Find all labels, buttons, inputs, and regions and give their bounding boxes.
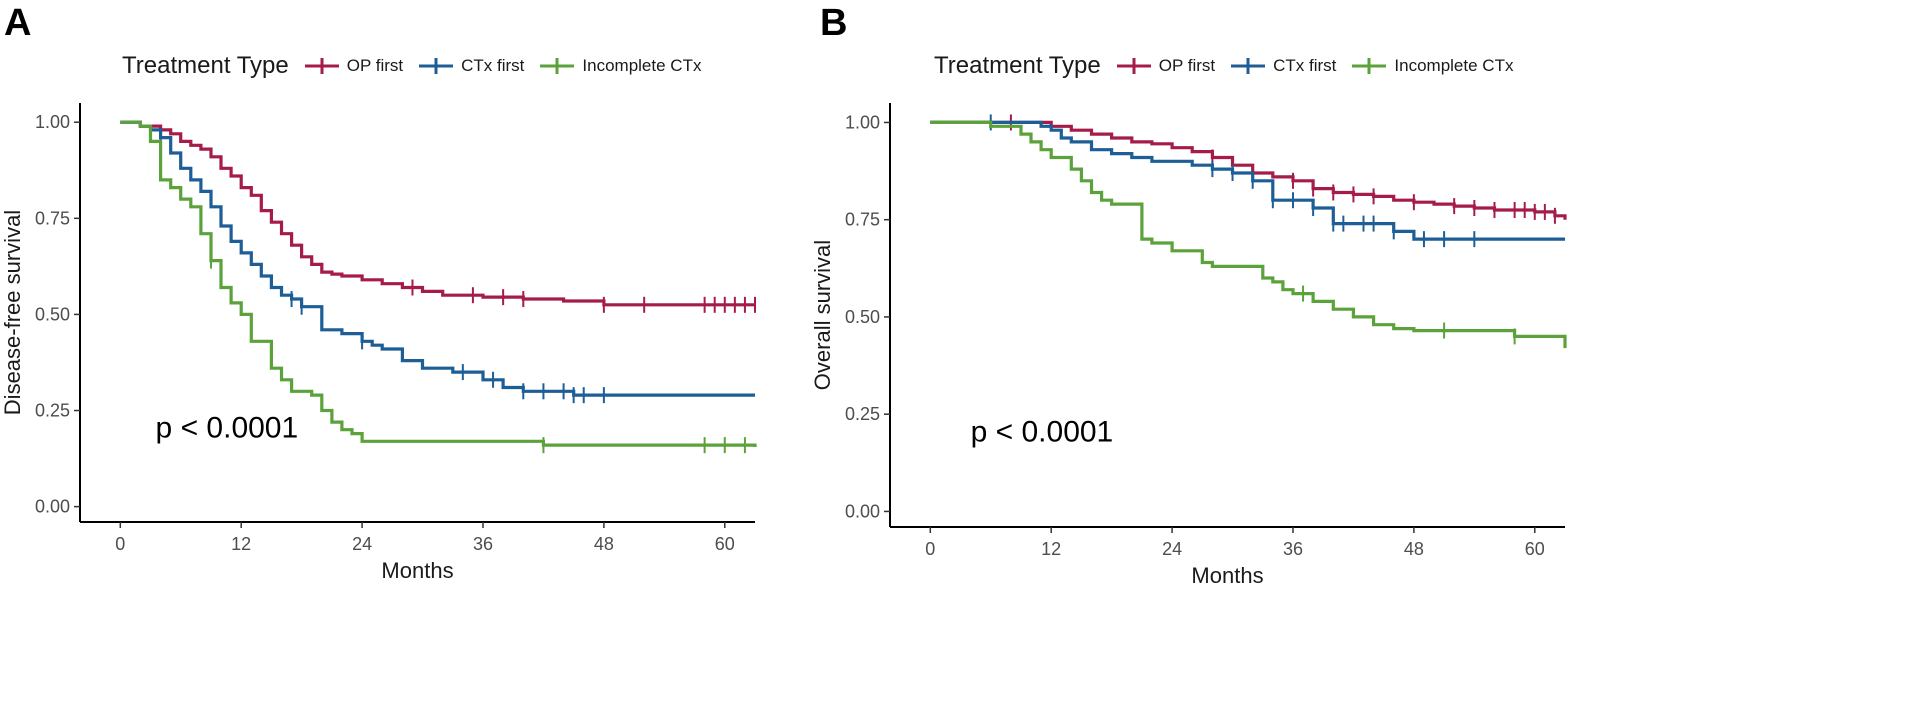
panel-letter-b: B xyxy=(820,2,848,44)
legend-item-ctx-first: CTx first xyxy=(417,54,524,78)
x-tick-label: 0 xyxy=(925,539,935,559)
x-tick-label: 0 xyxy=(115,534,125,554)
p-value-annotation: p < 0.0001 xyxy=(971,415,1114,448)
x-tick-label: 24 xyxy=(1162,539,1182,559)
legend-title: Treatment Type xyxy=(934,52,1101,79)
y-tick-label: 0.75 xyxy=(35,208,70,228)
x-tick-label: 48 xyxy=(594,534,614,554)
legend-label-incomplete-ctx: Incomplete CTx xyxy=(1394,56,1514,75)
y-tick-label: 0.25 xyxy=(35,401,70,421)
x-tick-label: 36 xyxy=(473,534,493,554)
y-tick-label: 0.25 xyxy=(845,404,880,424)
y-tick-label: 0.00 xyxy=(35,497,70,517)
legend-key-ctx-first xyxy=(1231,58,1266,74)
x-tick-label: 36 xyxy=(1283,539,1303,559)
y-tick-label: 1.00 xyxy=(35,112,70,132)
panel-a: A Treatment Type OP first CTx first Inco… xyxy=(0,0,930,724)
series-line-ctx-first xyxy=(930,120,1565,241)
p-value-annotation: p < 0.0001 xyxy=(156,411,299,444)
legend-label-incomplete-ctx: Incomplete CTx xyxy=(582,56,702,75)
series-line-op-first xyxy=(120,120,755,307)
legend-item-op-first: OP first xyxy=(303,54,403,78)
legend-label-op-first: OP first xyxy=(346,56,404,75)
y-tick-label: 0.75 xyxy=(845,210,880,230)
legend-label-ctx-first: CTx first xyxy=(1273,56,1337,75)
y-tick-label: 0.50 xyxy=(845,307,880,327)
panel-b: B Treatment Type OP first CTx first Inco… xyxy=(810,0,1920,724)
survival-plot-a: 0.00 0.25 0.50 0.75 1.00 0 12 24 36 48 60 Months Dis… xyxy=(0,103,757,583)
panel-letter-a: A xyxy=(4,2,32,44)
legend-key-incomplete-ctx xyxy=(1352,58,1387,74)
survival-plot-b: 0.00 0.25 0.50 0.75 1.00 0 12 24 36 48 60 Months Ove… xyxy=(810,103,1567,588)
x-axis-title: Months xyxy=(1191,563,1263,588)
legend-item-ctx-first: CTx first xyxy=(1229,54,1336,78)
legend-key-ctx-first xyxy=(419,58,454,74)
legend-label-ctx-first: CTx first xyxy=(461,56,525,75)
legend-label-op-first: OP first xyxy=(1158,56,1216,75)
legend-key-op-first xyxy=(304,58,339,74)
y-tick-label: 1.00 xyxy=(845,112,880,132)
y-axis-title: Disease-free survival xyxy=(0,210,25,415)
y-tick-label: 0.50 xyxy=(35,304,70,324)
series-line-incomplete-ctx xyxy=(930,120,1567,349)
x-tick-label: 12 xyxy=(231,534,251,554)
series-line-op-first xyxy=(930,120,1567,220)
y-axis-title: Overall survival xyxy=(810,240,835,390)
legend-title: Treatment Type xyxy=(122,52,289,79)
legend-item-op-first: OP first xyxy=(1115,54,1215,78)
x-tick-label: 60 xyxy=(715,534,735,554)
legend-item-incomplete-ctx: Incomplete CTx xyxy=(1350,54,1513,78)
x-tick-label: 12 xyxy=(1041,539,1061,559)
x-tick-label: 48 xyxy=(1404,539,1424,559)
legend-b: Treatment Type OP first CTx first Incomp… xyxy=(934,52,1527,80)
series-line-ctx-first xyxy=(120,120,755,397)
x-axis-title: Months xyxy=(381,558,453,583)
x-tick-label: 24 xyxy=(352,534,372,554)
legend-a: Treatment Type OP first CTx first Incomp… xyxy=(122,52,715,80)
x-tick-label: 60 xyxy=(1525,539,1545,559)
y-tick-label: 0.00 xyxy=(845,501,880,521)
series-line-incomplete-ctx xyxy=(120,120,757,447)
legend-key-op-first xyxy=(1116,58,1151,74)
legend-item-incomplete-ctx: Incomplete CTx xyxy=(538,54,701,78)
legend-key-incomplete-ctx xyxy=(540,58,575,74)
